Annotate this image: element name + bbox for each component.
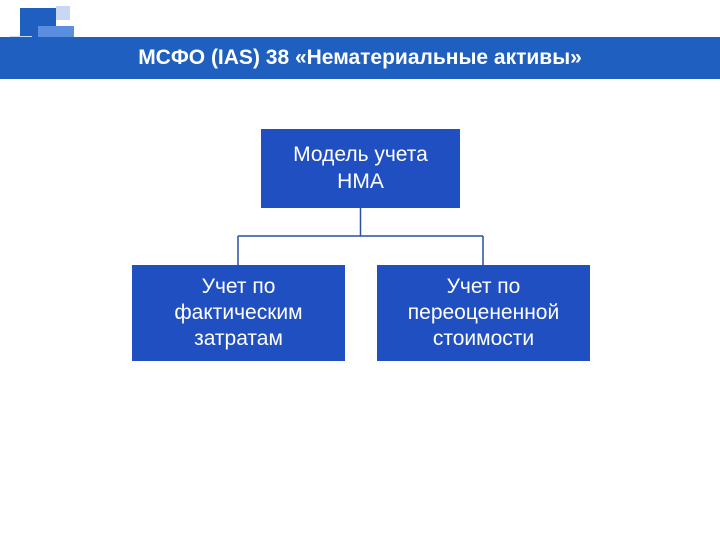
tree-node-label: Учет попереоцененнойстоимости — [408, 274, 559, 353]
tree-node-label: Модель учетаНМА — [293, 142, 428, 195]
tree-connectors — [0, 0, 720, 540]
slide: МСФО (IAS) 38 «Нематериальные активы» Мо… — [0, 0, 720, 540]
decoration-square — [56, 6, 70, 20]
tree-node-right: Учет попереоцененнойстоимости — [377, 265, 590, 361]
tree-node-label: Учет пофактическимзатратам — [174, 274, 302, 353]
page-title-bar: МСФО (IAS) 38 «Нематериальные активы» — [0, 37, 720, 79]
page-title: МСФО (IAS) 38 «Нематериальные активы» — [138, 46, 582, 70]
tree-node-left: Учет пофактическимзатратам — [132, 265, 345, 361]
tree-node-root: Модель учетаНМА — [261, 129, 460, 208]
